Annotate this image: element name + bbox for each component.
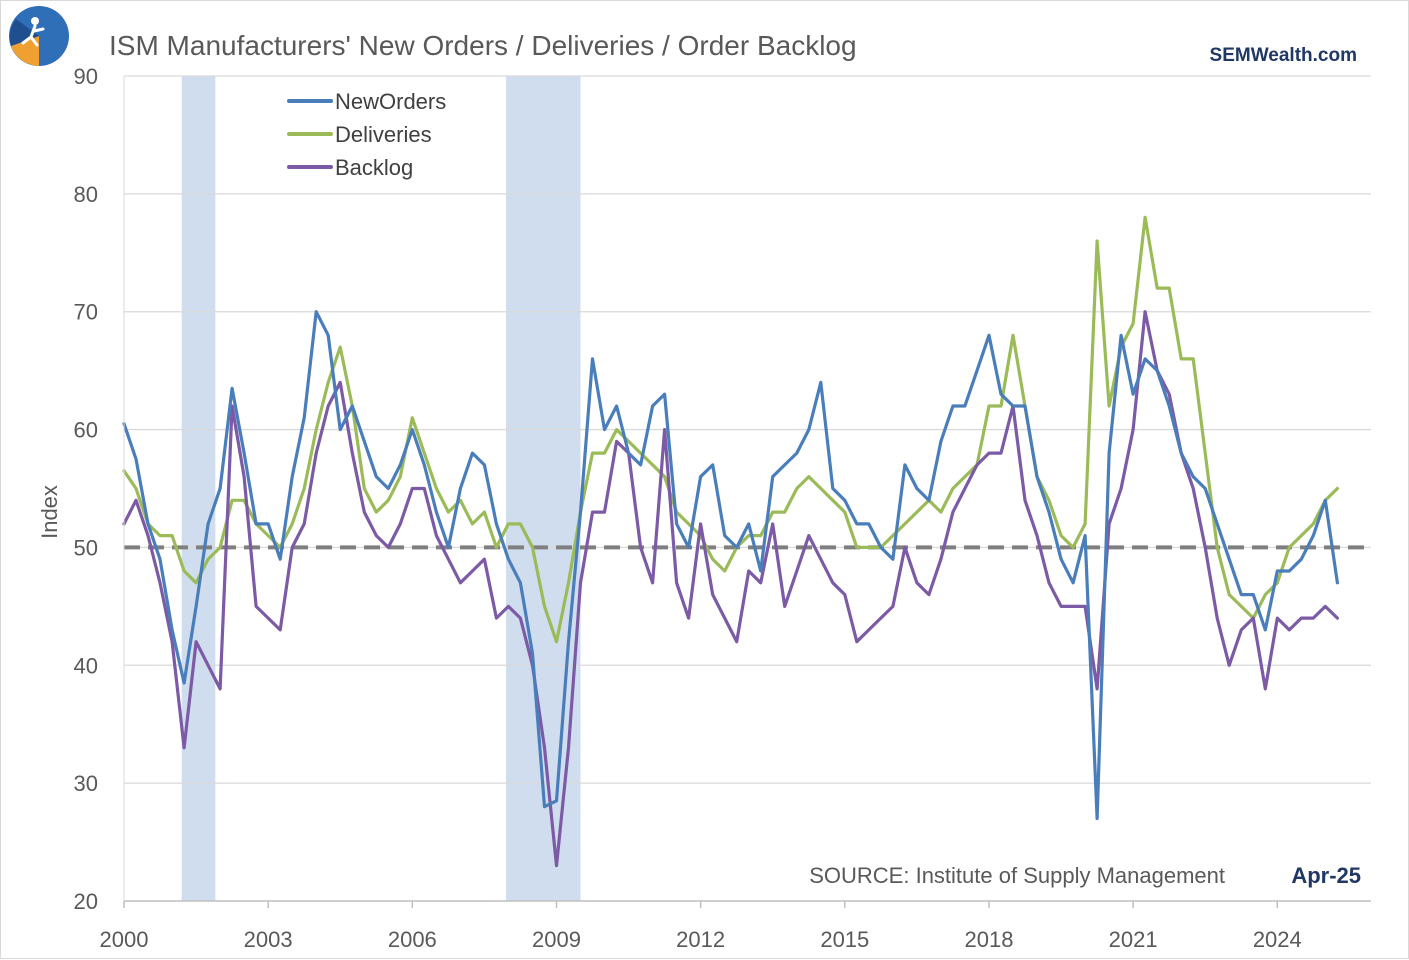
y-tick-label: 80 — [74, 182, 98, 207]
x-tick-label: 2009 — [532, 927, 581, 952]
legend-label-backlog: Backlog — [335, 155, 413, 180]
data-date: Apr-25 — [1291, 863, 1361, 888]
y-tick-label: 40 — [74, 653, 98, 678]
series-line-deliveries — [122, 215, 1339, 644]
y-tick-label: 20 — [74, 889, 98, 914]
y-tick-labels: 20 30 40 50 60 70 80 90 — [74, 64, 98, 914]
series-line-backlog — [122, 310, 1339, 868]
series-lines — [122, 215, 1339, 868]
x-tick-label: 2021 — [1109, 927, 1158, 952]
y-tick-label: 50 — [74, 535, 98, 560]
grid-lines — [124, 75, 1371, 784]
x-tick-label: 2018 — [964, 927, 1013, 952]
x-tick-label: 2003 — [244, 927, 293, 952]
brand-label: SEMWealth.com — [1210, 45, 1357, 66]
x-tick-label: 2012 — [676, 927, 725, 952]
y-axis-title: Index — [37, 485, 62, 539]
chart-title: ISM Manufacturers' New Orders / Deliveri… — [109, 30, 857, 61]
x-tick-label: 2006 — [388, 927, 437, 952]
x-tick-labels: 2000 2003 2006 2009 2012 2015 2018 2021 2024 — [100, 927, 1302, 952]
recession-band-1 — [181, 76, 216, 901]
y-tick-label: 70 — [74, 300, 98, 325]
series-line-neworders — [122, 310, 1339, 821]
legend: NewOrders Deliveries Backlog — [287, 89, 446, 180]
x-tick-label: 2000 — [100, 927, 149, 952]
legend-label-deliveries: Deliveries — [335, 122, 432, 147]
x-tick-label: 2015 — [820, 927, 869, 952]
logo-icon — [9, 6, 69, 66]
y-tick-label: 90 — [74, 64, 98, 89]
recession-shading — [181, 76, 581, 901]
source-note: SOURCE: Institute of Supply Management — [809, 863, 1225, 888]
y-tick-label: 60 — [74, 418, 98, 443]
x-tick-label: 2024 — [1253, 927, 1302, 952]
legend-label-neworders: NewOrders — [335, 89, 446, 114]
axes — [123, 76, 1371, 908]
y-tick-label: 30 — [74, 771, 98, 796]
